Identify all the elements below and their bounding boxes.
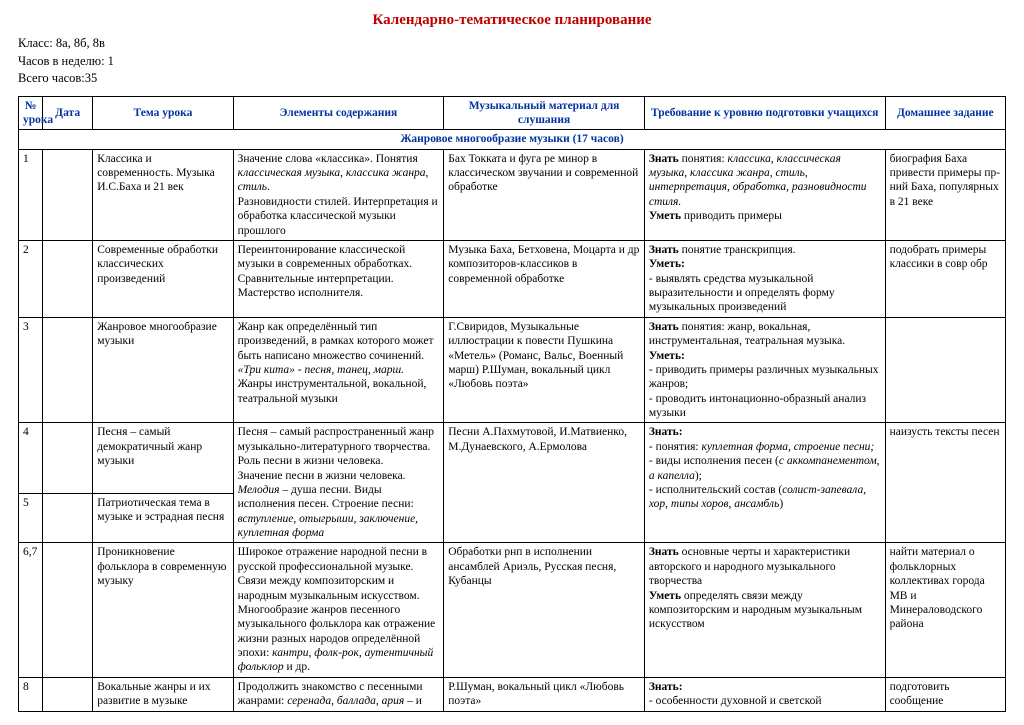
cell-elements: Жанр как определённый тип произведений, …: [233, 317, 444, 423]
cell-requirements: Знать: - особенности духовной и светской: [644, 677, 885, 711]
cell-topic: Классика и современность. Музыка И.С.Бах…: [93, 149, 233, 240]
cell-homework: найти материал о фольклорных коллективах…: [885, 543, 1005, 677]
section-header-row: Жанровое многообразие музыки (17 часов): [19, 130, 1006, 149]
cell-material: Р.Шуман, вокальный цикл «Любовь поэта»: [444, 677, 645, 711]
cell-date: [43, 543, 93, 677]
hours-per-week: Часов в неделю: 1: [18, 54, 114, 68]
header-row: № урока Дата Тема урока Элементы содержа…: [19, 96, 1006, 130]
cell-material: Песни А.Пахмутовой, И.Матвиенко, М.Дунае…: [444, 423, 645, 543]
cell-elements: Продолжить знакомство с песенными жанрам…: [233, 677, 444, 711]
cell-date: [43, 317, 93, 423]
cell-homework: подготовить сообщение: [885, 677, 1005, 711]
table-row: 1 Классика и современность. Музыка И.С.Б…: [19, 149, 1006, 240]
cell-topic: Жанровое многообразие музыки: [93, 317, 233, 423]
cell-material: Г.Свиридов, Музыкальные иллюстрации к по…: [444, 317, 645, 423]
cell-date: [43, 677, 93, 711]
cell-homework: [885, 317, 1005, 423]
cell-num: 3: [19, 317, 43, 423]
cell-topic: Вокальные жанры и их развитие в музыке: [93, 677, 233, 711]
cell-date: [43, 240, 93, 317]
cell-elements: Переинтонирование классической музыки в …: [233, 240, 444, 317]
cell-homework: наизусть тексты песен: [885, 423, 1005, 543]
cell-elements: Широкое отражение народной песни в русск…: [233, 543, 444, 677]
cell-elements: Значение слова «классика». Понятия класс…: [233, 149, 444, 240]
cell-date: [43, 149, 93, 240]
table-row: 8 Вокальные жанры и их развитие в музыке…: [19, 677, 1006, 711]
cell-requirements: Знать понятия: жанр, вокальная, инструме…: [644, 317, 885, 423]
planning-table: № урока Дата Тема урока Элементы содержа…: [18, 96, 1006, 712]
cell-num: 4: [19, 423, 43, 494]
cell-topic: Проникновение фольклора в современную му…: [93, 543, 233, 677]
table-row: 4 Песня – самый демократичный жанр музык…: [19, 423, 1006, 494]
th-num: № урока: [19, 96, 43, 130]
table-row: 6,7 Проникновение фольклора в современну…: [19, 543, 1006, 677]
cell-date: [43, 423, 93, 494]
cell-material: Обработки рнп в исполнении ансамблей Ари…: [444, 543, 645, 677]
cell-topic: Современные обработки классических произ…: [93, 240, 233, 317]
th-homework: Домашнее задание: [885, 96, 1005, 130]
table-row: 2 Современные обработки классических про…: [19, 240, 1006, 317]
cell-requirements: Знать понятия: классика, классическая му…: [644, 149, 885, 240]
cell-num: 2: [19, 240, 43, 317]
cell-material: Бах Токката и фуга ре минор в классическ…: [444, 149, 645, 240]
cell-requirements: Знать: - понятия: куплетная форма, строе…: [644, 423, 885, 543]
cell-elements: Песня – самый распространенный жанр музы…: [233, 423, 444, 543]
cell-requirements: Знать понятие транскрипция. Уметь: - выя…: [644, 240, 885, 317]
class-value: 8а, 8б, 8в: [56, 36, 105, 50]
cell-num: 1: [19, 149, 43, 240]
cell-topic: Патриотическая тема в музыке и эстрадная…: [93, 493, 233, 542]
meta-block: Класс: 8а, 8б, 8в Часов в неделю: 1 Всег…: [18, 35, 1006, 88]
th-material: Музыкальный материал для слушания: [444, 96, 645, 130]
th-requirements: Требование к уровню подготовки учащихся: [644, 96, 885, 130]
cell-num: 6,7: [19, 543, 43, 677]
cell-homework: биография Баха привести примеры пр-ний Б…: [885, 149, 1005, 240]
th-elements: Элементы содержания: [233, 96, 444, 130]
cell-num: 5: [19, 493, 43, 542]
hours-total: Всего часов:35: [18, 71, 97, 85]
table-row: 3 Жанровое многообразие музыки Жанр как …: [19, 317, 1006, 423]
cell-topic: Песня – самый демократичный жанр музыки: [93, 423, 233, 494]
cell-material: Музыка Баха, Бетховена, Моцарта и др ком…: [444, 240, 645, 317]
class-label: Класс:: [18, 36, 56, 50]
cell-num: 8: [19, 677, 43, 711]
th-topic: Тема урока: [93, 96, 233, 130]
page-title: Календарно-тематическое планирование: [18, 12, 1006, 29]
cell-date: [43, 493, 93, 542]
section-title: Жанровое многообразие музыки (17 часов): [19, 130, 1006, 149]
cell-homework: подобрать примеры классики в совр обр: [885, 240, 1005, 317]
cell-requirements: Знать основные черты и характеристики ав…: [644, 543, 885, 677]
